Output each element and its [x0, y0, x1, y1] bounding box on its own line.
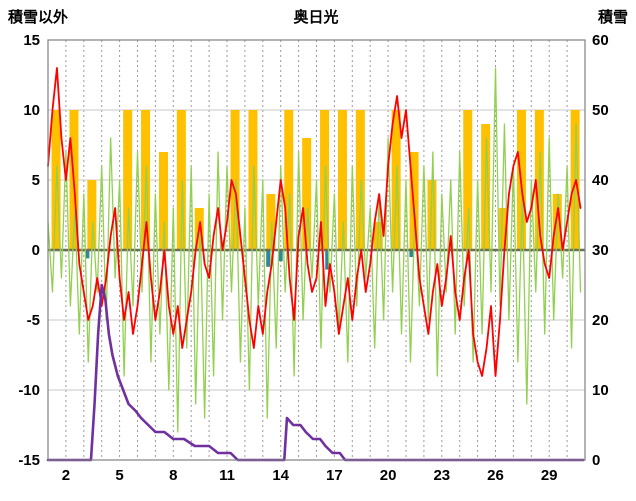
x-tick-8: 8: [169, 467, 177, 484]
bar-teal-bars: [325, 250, 330, 270]
y-left-tick--15: -15: [18, 452, 40, 469]
y-right-tick-60: 60: [592, 32, 609, 49]
bar-orange-bars: [337, 110, 347, 250]
x-tick-14: 14: [272, 467, 289, 484]
bar-teal-bars: [266, 250, 271, 267]
x-tick-17: 17: [326, 467, 343, 484]
plot-frame: [47, 39, 586, 461]
x-tick-5: 5: [115, 467, 123, 484]
right-axis-tick-labels: 60 50 40 30 20 10 0: [592, 32, 609, 469]
x-tick-20: 20: [380, 467, 397, 484]
bar-orange-bars: [230, 110, 240, 250]
y-left-tick-0: 0: [32, 242, 40, 259]
left-axis-tick-labels: 15 10 5 0 -5 -10 -15: [18, 32, 40, 469]
bar-orange-bars: [158, 152, 168, 250]
x-tick-11: 11: [219, 467, 235, 484]
line-red-line: [47, 67, 582, 377]
y-right-tick-10: 10: [592, 382, 609, 399]
x-tick-2: 2: [62, 467, 70, 484]
bar-orange-bars: [463, 110, 473, 250]
bar-orange-bars: [302, 138, 312, 250]
bar-orange-bars: [87, 180, 97, 250]
bar-orange-bars: [355, 110, 365, 250]
bar-orange-bars: [176, 110, 186, 250]
line-積雪: [46, 283, 585, 462]
chart-title: 奥日光: [293, 8, 338, 26]
y-left-tick-10: 10: [23, 102, 40, 119]
bar-teal-bars: [278, 250, 283, 262]
x-axis-tick-labels: 2 5 8 11 14 17 20 23 26 29: [62, 467, 558, 484]
bar-orange-bars: [123, 110, 133, 250]
y-right-tick-20: 20: [592, 312, 609, 329]
y-right-tick-0: 0: [592, 452, 600, 469]
y-left-tick--5: -5: [27, 312, 40, 329]
y-right-tick-40: 40: [592, 172, 609, 189]
y-right-tick-30: 30: [592, 242, 609, 259]
x-tick-29: 29: [541, 467, 558, 484]
bar-orange-bars: [499, 208, 509, 250]
y-left-tick-15: 15: [23, 32, 40, 49]
left-axis-title: 積雪以外: [7, 8, 68, 26]
bar-teal-bars: [409, 250, 414, 257]
bar-teal-bars: [85, 250, 90, 259]
y-left-tick-5: 5: [32, 172, 40, 189]
line-green-line: [47, 67, 582, 433]
bar-orange-bars: [266, 194, 276, 250]
bar-orange-bars: [427, 180, 437, 250]
y-left-tick--10: -10: [18, 382, 40, 399]
x-tick-23: 23: [433, 467, 450, 484]
right-axis-title: 積雪: [597, 8, 628, 26]
bar-orange-bars: [284, 110, 294, 250]
plot-area: [46, 40, 585, 462]
y-right-tick-50: 50: [592, 102, 609, 119]
x-tick-26: 26: [487, 467, 504, 484]
